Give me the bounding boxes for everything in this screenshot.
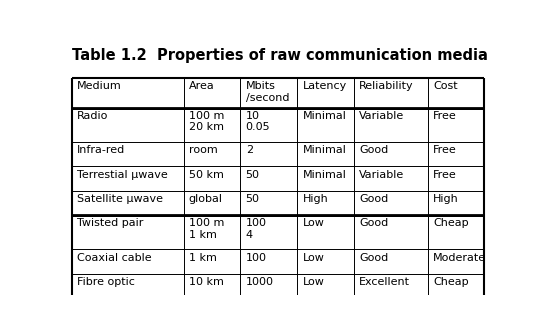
Text: Reliability: Reliability xyxy=(359,81,414,91)
Text: Moderate: Moderate xyxy=(433,253,486,263)
Text: Cost: Cost xyxy=(433,81,458,91)
Text: Minimal: Minimal xyxy=(302,145,346,155)
Text: 100
4: 100 4 xyxy=(245,218,267,240)
Text: Satellite μwave: Satellite μwave xyxy=(77,194,163,204)
Text: Excellent: Excellent xyxy=(359,277,411,287)
Text: 1000: 1000 xyxy=(245,277,274,287)
Text: Medium: Medium xyxy=(77,81,122,91)
Text: Good: Good xyxy=(359,253,389,263)
Text: 50: 50 xyxy=(245,194,260,204)
Text: Table 1.2  Properties of raw communication media: Table 1.2 Properties of raw communicatio… xyxy=(72,47,488,62)
Text: 50 km: 50 km xyxy=(189,170,224,180)
Text: Area: Area xyxy=(189,81,214,91)
Text: Cheap: Cheap xyxy=(433,277,469,287)
Text: Low: Low xyxy=(302,277,324,287)
Text: Free: Free xyxy=(433,145,457,155)
Text: Minimal: Minimal xyxy=(302,111,346,121)
Text: Latency: Latency xyxy=(302,81,347,91)
Text: global: global xyxy=(189,194,223,204)
Text: High: High xyxy=(433,194,459,204)
Text: Good: Good xyxy=(359,218,389,228)
Text: 100 m
1 km: 100 m 1 km xyxy=(189,218,224,240)
Text: 1 km: 1 km xyxy=(189,253,217,263)
Text: Twisted pair: Twisted pair xyxy=(77,218,144,228)
Text: 10
0.05: 10 0.05 xyxy=(245,111,270,132)
Text: Infra-red: Infra-red xyxy=(77,145,125,155)
Text: Good: Good xyxy=(359,194,389,204)
Text: Mbits
/second: Mbits /second xyxy=(245,81,289,103)
Text: Radio: Radio xyxy=(77,111,109,121)
Text: Fibre optic: Fibre optic xyxy=(77,277,135,287)
Text: 100: 100 xyxy=(245,253,267,263)
Text: Low: Low xyxy=(302,253,324,263)
Text: 10 km: 10 km xyxy=(189,277,224,287)
Text: Variable: Variable xyxy=(359,111,405,121)
Text: 50: 50 xyxy=(245,170,260,180)
Text: Good: Good xyxy=(359,145,389,155)
Text: 2: 2 xyxy=(245,145,253,155)
Text: Terrestial μwave: Terrestial μwave xyxy=(77,170,168,180)
Text: Cheap: Cheap xyxy=(433,218,469,228)
Text: 100 m
20 km: 100 m 20 km xyxy=(189,111,224,132)
Text: room: room xyxy=(189,145,218,155)
Text: High: High xyxy=(302,194,328,204)
Text: Low: Low xyxy=(302,218,324,228)
Text: Variable: Variable xyxy=(359,170,405,180)
Text: Minimal: Minimal xyxy=(302,170,346,180)
Text: Free: Free xyxy=(433,170,457,180)
Text: Coaxial cable: Coaxial cable xyxy=(77,253,152,263)
Text: Free: Free xyxy=(433,111,457,121)
